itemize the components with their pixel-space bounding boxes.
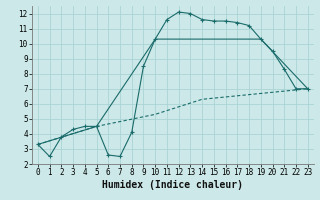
X-axis label: Humidex (Indice chaleur): Humidex (Indice chaleur)	[102, 180, 243, 190]
